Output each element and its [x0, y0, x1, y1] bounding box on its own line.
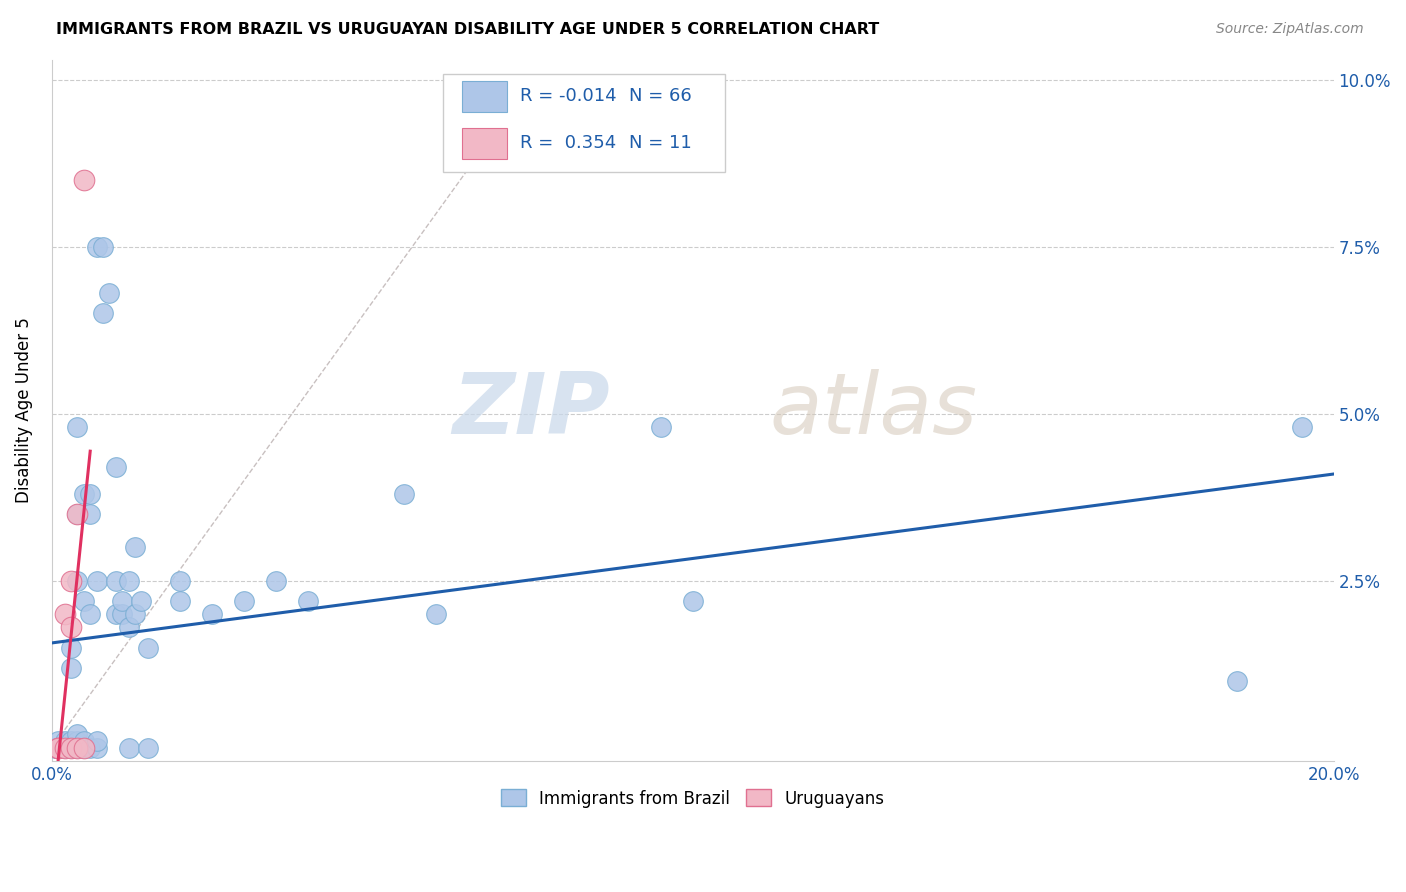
Point: [53, 740, 76, 755]
Point: [650, 420, 672, 434]
Point: [73, 593, 96, 607]
Point: [91, 240, 114, 254]
Point: [91, 306, 114, 320]
Text: atlas: atlas: [769, 368, 977, 452]
Text: ZIP: ZIP: [451, 368, 609, 452]
Point: [86, 740, 108, 755]
Point: [118, 574, 141, 588]
Point: [59, 640, 82, 655]
Point: [53, 734, 76, 748]
Point: [1226, 673, 1249, 688]
Point: [111, 607, 134, 621]
Point: [73, 740, 96, 755]
Point: [73, 173, 96, 187]
Point: [118, 620, 141, 634]
Point: [124, 541, 146, 555]
Point: [104, 607, 127, 621]
Point: [46, 740, 69, 755]
Point: [46, 734, 69, 748]
Point: [73, 487, 96, 501]
Point: [44, 740, 66, 755]
Point: [53, 607, 76, 621]
Point: [66, 727, 89, 741]
Y-axis label: Disability Age Under 5: Disability Age Under 5: [15, 318, 32, 503]
Text: R = -0.014: R = -0.014: [520, 87, 616, 105]
Point: [73, 740, 96, 755]
Point: [86, 574, 108, 588]
FancyBboxPatch shape: [463, 80, 506, 112]
Point: [264, 574, 287, 588]
Point: [66, 420, 89, 434]
Text: N = 66: N = 66: [628, 87, 692, 105]
Text: IMMIGRANTS FROM BRAZIL VS URUGUAYAN DISABILITY AGE UNDER 5 CORRELATION CHART: IMMIGRANTS FROM BRAZIL VS URUGUAYAN DISA…: [56, 22, 880, 37]
Point: [104, 460, 127, 475]
Point: [66, 507, 89, 521]
Text: Source: ZipAtlas.com: Source: ZipAtlas.com: [1216, 22, 1364, 37]
Point: [1291, 420, 1313, 434]
Point: [169, 593, 191, 607]
Point: [73, 740, 96, 755]
Point: [46, 740, 69, 755]
Point: [79, 740, 101, 755]
Point: [53, 740, 76, 755]
Point: [56, 740, 79, 755]
Point: [59, 740, 82, 755]
Text: N = 11: N = 11: [628, 135, 692, 153]
Point: [59, 734, 82, 748]
Point: [98, 286, 121, 301]
Point: [59, 740, 82, 755]
Point: [66, 574, 89, 588]
Text: R =  0.354: R = 0.354: [520, 135, 616, 153]
Point: [59, 574, 82, 588]
Point: [297, 593, 319, 607]
Point: [111, 593, 134, 607]
Point: [66, 740, 89, 755]
FancyBboxPatch shape: [463, 128, 506, 159]
Point: [169, 574, 191, 588]
Point: [136, 640, 159, 655]
Point: [425, 607, 447, 621]
FancyBboxPatch shape: [443, 74, 724, 172]
Point: [79, 487, 101, 501]
Point: [53, 740, 76, 755]
Point: [53, 740, 76, 755]
Point: [79, 607, 101, 621]
Point: [53, 740, 76, 755]
Point: [682, 593, 704, 607]
Point: [104, 574, 127, 588]
Point: [46, 740, 69, 755]
Point: [233, 593, 256, 607]
Point: [66, 507, 89, 521]
Point: [63, 740, 86, 755]
Point: [59, 740, 82, 755]
Point: [394, 487, 416, 501]
Point: [59, 620, 82, 634]
Point: [59, 740, 82, 755]
Point: [66, 740, 89, 755]
Point: [46, 740, 69, 755]
Point: [86, 734, 108, 748]
Point: [86, 240, 108, 254]
Point: [131, 593, 153, 607]
Point: [201, 607, 224, 621]
Point: [66, 734, 89, 748]
Point: [136, 740, 159, 755]
Point: [124, 607, 146, 621]
Point: [59, 660, 82, 674]
Point: [118, 740, 141, 755]
Legend: Immigrants from Brazil, Uruguayans: Immigrants from Brazil, Uruguayans: [492, 781, 893, 816]
Point: [46, 740, 69, 755]
Point: [59, 740, 82, 755]
Point: [73, 734, 96, 748]
Point: [79, 507, 101, 521]
